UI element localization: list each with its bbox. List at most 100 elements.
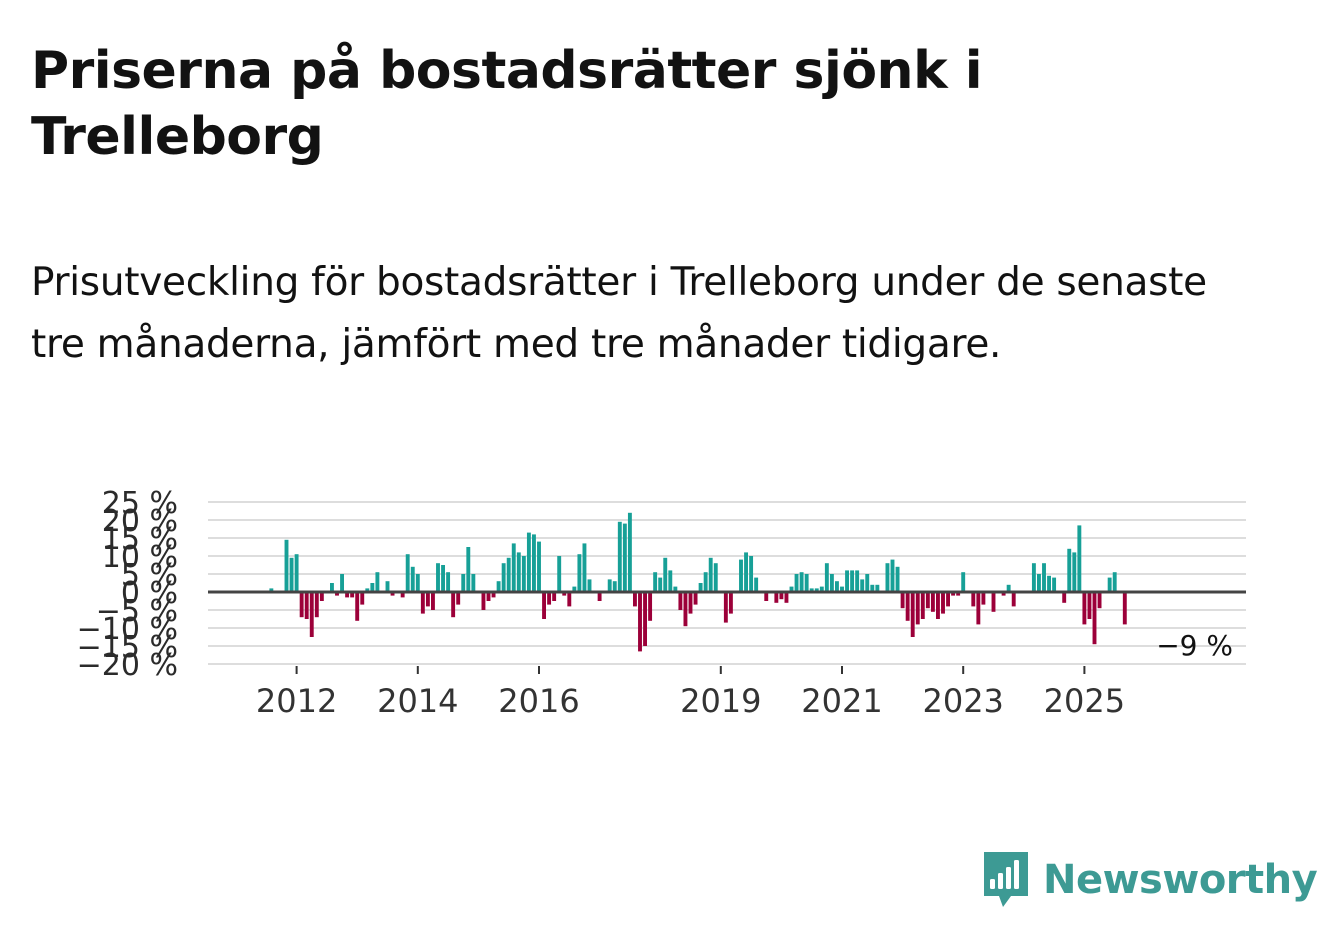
bar — [865, 574, 870, 592]
y-tick-label: 0 % — [121, 576, 178, 611]
bar — [284, 539, 289, 592]
bar — [506, 557, 511, 592]
x-tick-label: 2025 — [1044, 682, 1125, 720]
bar — [875, 584, 880, 592]
bar — [577, 554, 582, 592]
x-tick-label: 2023 — [922, 682, 1003, 720]
bar — [572, 586, 577, 592]
bar — [471, 574, 476, 592]
bar — [350, 592, 355, 598]
bar — [764, 592, 769, 601]
bar — [375, 572, 380, 592]
bar-chart: 25 %20 %15 %10 %5 %0 %−5 %−10 %−15 %−20 … — [77, 486, 1246, 720]
x-tick-label: 2014 — [377, 682, 458, 720]
x-axis: 2012 2014 2016 2019 2021 2023 2025 — [256, 666, 1125, 720]
bar — [744, 552, 748, 592]
bar — [1122, 592, 1127, 625]
bar — [1077, 525, 1082, 592]
bar — [728, 592, 733, 614]
x-tick-label: 2012 — [256, 682, 337, 720]
bar — [1082, 592, 1087, 625]
bar — [314, 592, 319, 618]
y-tick-label: 15 % — [102, 522, 178, 557]
bar — [1037, 574, 1041, 592]
bar — [547, 592, 552, 605]
bar — [289, 557, 294, 592]
bar — [870, 584, 875, 592]
bar — [491, 592, 496, 598]
bar — [456, 592, 461, 605]
bar — [627, 512, 632, 592]
bar — [703, 572, 708, 592]
x-tick-label: 2021 — [801, 682, 882, 720]
bar — [971, 592, 976, 607]
bar — [673, 586, 678, 592]
bar — [617, 521, 622, 592]
bar — [294, 554, 299, 592]
bar — [910, 592, 915, 637]
bar — [835, 581, 839, 592]
bar — [653, 572, 658, 592]
x-tick-label: 2016 — [498, 682, 579, 720]
newsworthy-logo: Newsworthy — [981, 848, 1318, 912]
bar — [340, 574, 344, 592]
bar — [385, 581, 390, 592]
bar — [824, 563, 829, 592]
bar — [840, 586, 844, 592]
bar — [678, 592, 683, 610]
bar — [789, 586, 794, 592]
bar — [794, 574, 799, 592]
chart-subtitle: Prisutveckling för bostadsrätter i Trell… — [31, 260, 1207, 367]
bar — [855, 570, 860, 592]
bar — [638, 592, 642, 652]
bar — [779, 592, 784, 600]
bar — [481, 592, 486, 610]
bar — [501, 563, 506, 592]
y-tick-label: −20 % — [77, 648, 178, 683]
bar — [708, 557, 713, 592]
bar — [365, 588, 370, 592]
bar — [658, 577, 663, 592]
bar — [446, 572, 451, 592]
bar — [542, 592, 546, 619]
bar — [425, 592, 430, 607]
bar — [951, 592, 956, 596]
bar — [304, 592, 309, 619]
bar — [582, 543, 587, 592]
bar — [1031, 563, 1036, 592]
bar — [537, 541, 541, 592]
bar — [633, 592, 637, 607]
y-tick-label: 20 % — [102, 504, 178, 539]
bar — [693, 592, 698, 605]
bars — [269, 512, 1127, 652]
bar — [451, 592, 456, 618]
bar — [1072, 552, 1077, 592]
bar — [850, 570, 855, 592]
bar — [668, 570, 673, 592]
bar — [920, 592, 925, 619]
bar — [991, 592, 996, 612]
bar — [799, 572, 804, 592]
bar — [345, 592, 350, 598]
bar — [698, 583, 703, 592]
bar — [532, 534, 536, 592]
bar — [930, 592, 935, 612]
bar — [946, 592, 950, 607]
bar — [723, 592, 728, 623]
newsworthy-logo-text: Newsworthy — [1043, 857, 1318, 903]
bar — [410, 566, 415, 592]
bar — [1107, 577, 1112, 592]
chart-title: Priserna på bostadsrätter sjönk i Trelle… — [31, 41, 983, 167]
bar — [557, 556, 562, 592]
bar — [1006, 584, 1011, 592]
bar — [441, 565, 445, 592]
bar — [643, 592, 647, 646]
bar — [774, 592, 779, 603]
gridlines — [208, 501, 1246, 665]
bar — [526, 532, 531, 592]
bar — [1001, 592, 1006, 596]
bar — [784, 592, 789, 603]
bar — [1062, 592, 1067, 603]
y-tick-label: −15 % — [77, 630, 178, 665]
bar — [754, 577, 759, 592]
